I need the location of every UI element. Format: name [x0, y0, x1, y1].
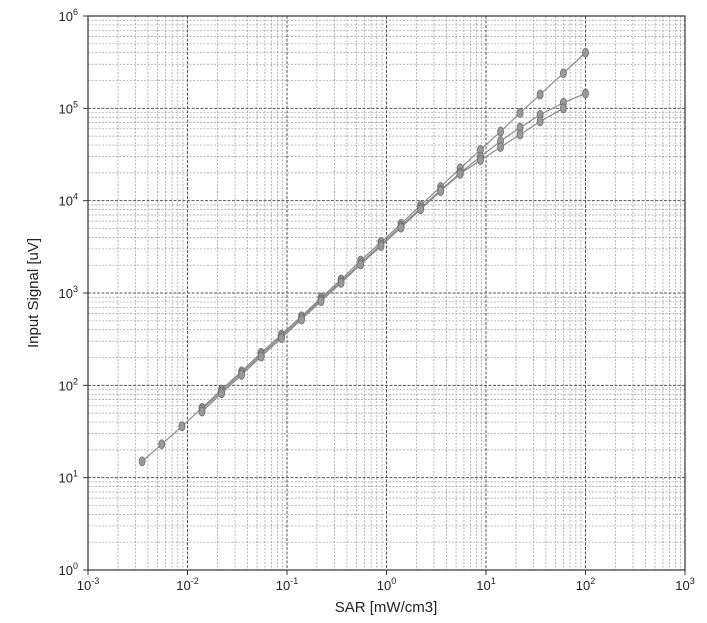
y-tick-label: 103	[59, 284, 78, 301]
x-tick-label: 10-3	[77, 576, 99, 593]
x-tick-labels: 10-3 10-2 10-1 100 101 102 103	[77, 570, 695, 593]
y-tick-label: 101	[59, 469, 78, 486]
data-point	[178, 421, 186, 432]
data-point	[516, 108, 524, 118]
data-point	[437, 186, 445, 196]
data-point	[497, 126, 504, 137]
x-tick-label: 103	[675, 576, 694, 593]
data-point	[582, 88, 589, 99]
data-point	[477, 155, 484, 166]
data-point	[516, 129, 524, 140]
y-axis-label: Input Signal [uV]	[25, 238, 42, 348]
data-point	[337, 277, 345, 288]
data-point	[298, 314, 305, 325]
data-point	[257, 351, 265, 362]
x-axis-label: SAR [mW/cm3]	[335, 599, 438, 616]
y-tick-label: 105	[59, 99, 78, 116]
data-point	[560, 103, 567, 114]
data-point	[317, 296, 325, 307]
data-point	[198, 406, 206, 417]
data-point	[357, 259, 365, 270]
data-point	[536, 89, 544, 100]
data-point	[138, 456, 146, 467]
data-point	[560, 68, 567, 79]
y-tick-label: 102	[59, 376, 78, 393]
data-point	[397, 222, 405, 233]
data-point	[278, 333, 285, 343]
x-tick-label: 10-1	[276, 576, 298, 593]
data-series	[138, 47, 589, 467]
y-tick-label: 106	[59, 7, 78, 24]
data-point	[377, 241, 385, 252]
x-tick-label: 102	[576, 576, 595, 593]
series-line	[201, 92, 586, 410]
data-point	[218, 388, 225, 399]
data-point	[497, 142, 504, 153]
y-tick-labels: 100 101 102 103 104 105 106	[59, 7, 88, 578]
data-point	[158, 439, 166, 450]
x-tick-label: 10-2	[176, 576, 198, 593]
y-tick-label: 104	[59, 192, 78, 209]
data-point	[238, 369, 246, 380]
data-point	[456, 168, 464, 179]
x-tick-label: 101	[476, 576, 495, 593]
data-point	[582, 47, 589, 58]
y-tick-label: 100	[59, 561, 78, 578]
data-point	[536, 116, 544, 127]
series-3	[198, 103, 567, 417]
data-point	[417, 204, 424, 215]
x-tick-label: 100	[377, 576, 396, 593]
